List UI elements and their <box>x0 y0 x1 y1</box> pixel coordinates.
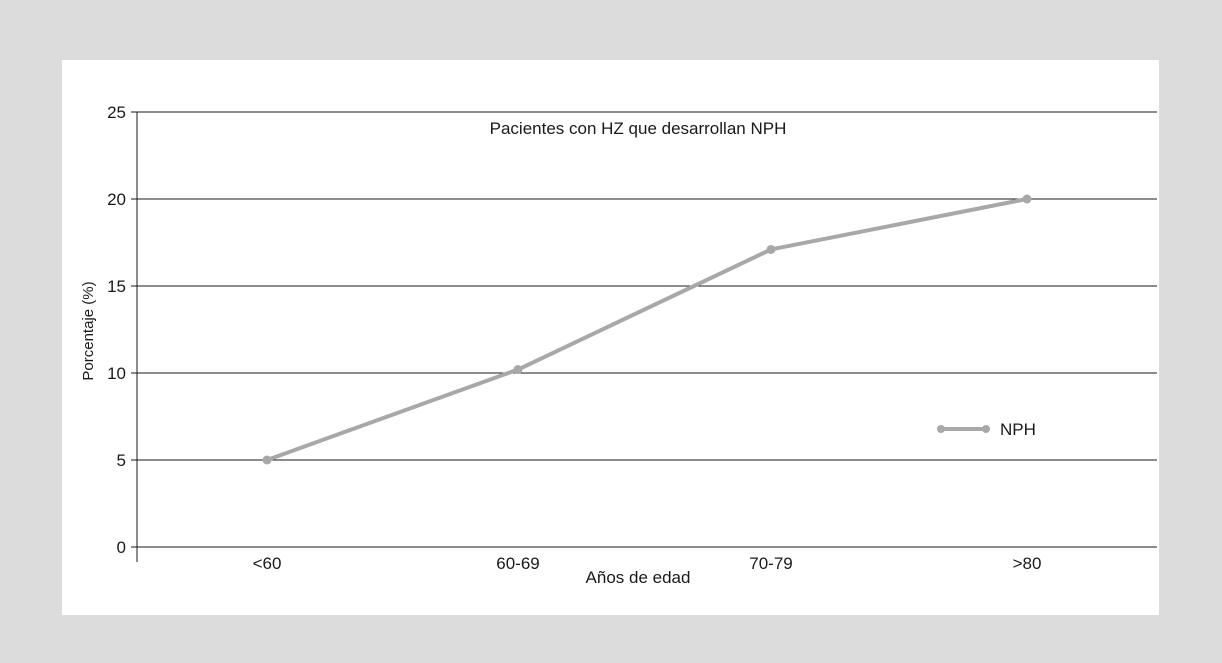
y-tick-label: 20 <box>107 190 126 209</box>
x-tick-label: 60-69 <box>496 554 539 573</box>
legend-marker-right <box>982 425 990 433</box>
data-point <box>513 365 523 375</box>
y-tick-label: 25 <box>107 103 126 122</box>
y-tick-label: 10 <box>107 364 126 383</box>
y-tick-label: 15 <box>107 277 126 296</box>
x-tick-label: 70-79 <box>749 554 792 573</box>
legend-label-nph: NPH <box>1000 420 1036 439</box>
y-tick-labels: 0 5 10 15 20 25 <box>107 103 126 557</box>
legend: NPH <box>937 420 1036 439</box>
x-tick-labels: <60 60-69 70-79 >80 <box>253 554 1042 573</box>
data-point <box>262 455 272 465</box>
grid-lines <box>131 111 1157 548</box>
data-point <box>766 244 776 254</box>
y-axis-label: Porcentaje (%) <box>80 281 97 380</box>
data-point <box>1022 194 1032 204</box>
x-tick-label: >80 <box>1013 554 1042 573</box>
x-axis-label: Años de edad <box>586 568 691 587</box>
chart-panel <box>62 60 1159 615</box>
legend-marker-left <box>937 425 945 433</box>
y-tick-label: 0 <box>117 538 126 557</box>
chart-title: Pacientes con HZ que desarrollan NPH <box>490 119 787 138</box>
series-nph <box>262 194 1032 465</box>
x-tick-label: <60 <box>253 554 282 573</box>
series-line <box>266 197 1028 462</box>
y-tick-label: 5 <box>117 451 126 470</box>
